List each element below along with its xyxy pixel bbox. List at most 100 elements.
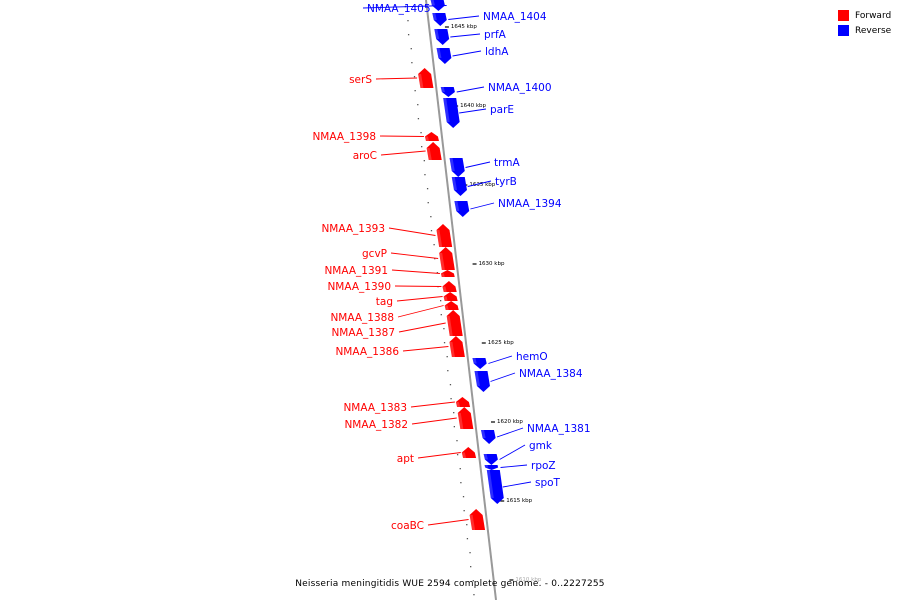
- gene-label: NMAA_1386: [335, 346, 399, 358]
- guide-dot: [453, 412, 455, 414]
- gene-shade: [424, 136, 429, 141]
- guide-dot: [413, 76, 416, 78]
- guide-dot: [407, 20, 409, 22]
- guide-dot: [414, 90, 416, 92]
- gene-connector: [375, 77, 418, 80]
- guide-dot: [434, 258, 436, 260]
- guide-dot: [449, 384, 452, 386]
- legend: Forward Reverse: [838, 8, 891, 38]
- genome-backbone: [425, 0, 497, 600]
- gene-connector: [390, 252, 439, 259]
- guide-dot: [456, 440, 458, 442]
- gene-feature-prfa: [434, 29, 450, 45]
- gene-shade: [484, 465, 489, 468]
- guide-dot: [456, 454, 459, 456]
- gene-label: NMAA_1391: [324, 265, 388, 277]
- gene-shade: [436, 230, 443, 247]
- gene-connector: [450, 33, 481, 38]
- guide-dot: [427, 202, 429, 204]
- gene-connector: [391, 269, 440, 274]
- gene-connector: [470, 202, 495, 210]
- gene-connector: [452, 50, 482, 57]
- gene-label: NMAA_1383: [343, 402, 407, 414]
- gene-shade: [454, 201, 460, 211]
- gene-feature-nmaa_1390: [442, 281, 457, 292]
- gene-label: NMAA_1405: [367, 3, 431, 15]
- gene-shade: [430, 0, 435, 6]
- gene-connector: [502, 481, 532, 488]
- gene-feature-nmaa_1387: [446, 310, 463, 336]
- gene-connector: [459, 108, 487, 114]
- guide-dot: [459, 468, 461, 470]
- gene-label: ldhA: [485, 46, 509, 58]
- gene-shade: [440, 87, 445, 92]
- gene-label: NMAA_1393: [321, 223, 385, 235]
- gene-connector: [467, 180, 492, 187]
- gene-connector: [362, 5, 447, 9]
- gene-connector: [379, 135, 424, 137]
- gene-shade: [418, 74, 424, 88]
- gene-label: NMAA_1381: [527, 423, 591, 435]
- guide-dot: [447, 370, 449, 372]
- gene-connector: [496, 427, 524, 438]
- gene-shade: [432, 13, 437, 20]
- guide-dot: [411, 62, 413, 64]
- gene-feature-tag: [443, 292, 458, 301]
- guide-dot: [470, 566, 472, 568]
- guide-dot: [453, 426, 455, 428]
- gene-shade: [483, 454, 488, 460]
- gene-label: NMAA_1387: [331, 327, 395, 339]
- guide-dot: [417, 118, 420, 120]
- scale-label: 1635 kbp: [469, 182, 495, 188]
- gene-shade: [451, 177, 457, 190]
- guide-dot: [430, 230, 433, 232]
- gene-label: tyrB: [495, 176, 517, 188]
- gene-shade: [426, 148, 432, 160]
- gene-label: NMAA_1400: [488, 82, 552, 94]
- gene-connector: [402, 346, 449, 352]
- guide-dot: [450, 398, 452, 400]
- gene-shade: [436, 48, 442, 58]
- gene-shade: [469, 515, 476, 530]
- scale-label: 1630 kbp: [479, 261, 505, 267]
- guide-dot: [433, 244, 435, 246]
- gene-label: apt: [397, 453, 414, 465]
- gene-shade: [443, 98, 450, 122]
- legend-label-reverse: Reverse: [855, 25, 892, 36]
- gene-label: trmA: [494, 157, 520, 169]
- gene-feature-coabc: [469, 509, 486, 530]
- gene-connector: [465, 161, 491, 168]
- guide-dot: [440, 314, 442, 316]
- guide-dot: [472, 580, 474, 582]
- legend-item-reverse: Reverse: [838, 23, 891, 38]
- guide-dot: [463, 510, 465, 512]
- gene-connector: [490, 372, 516, 382]
- guide-dot: [460, 482, 462, 484]
- gene-feature-nmaa_1398: [424, 132, 439, 141]
- gene-feature-nmaa_1393: [436, 224, 453, 247]
- gene-feature-rpoz: [484, 465, 499, 470]
- guide-dot: [421, 146, 423, 148]
- gene-feature-gcvp: [439, 247, 455, 270]
- guide-dot: [407, 34, 410, 36]
- gene-connector: [448, 15, 480, 20]
- legend-swatch-forward: [838, 10, 849, 21]
- gene-shade: [486, 470, 494, 498]
- gene-shade: [455, 402, 461, 407]
- scale-label: 1610 kbp: [515, 577, 541, 583]
- guide-dot: [440, 300, 442, 302]
- gene-label: rpoZ: [531, 460, 556, 472]
- gene-connector: [499, 444, 526, 460]
- gene-label: parE: [490, 104, 514, 116]
- gene-feature-apt: [461, 447, 477, 458]
- gene-connector: [398, 322, 446, 333]
- scale-label: 1640 kbp: [460, 103, 486, 109]
- gene-connector: [411, 417, 457, 425]
- gene-feature-ldha: [436, 48, 452, 64]
- gene-feature-nmaa_1404: [432, 13, 447, 26]
- gene-feature-aroc: [426, 142, 442, 160]
- gene-connector: [380, 150, 426, 156]
- gene-shade: [474, 371, 480, 386]
- gene-label: coaBC: [391, 520, 424, 532]
- gene-shade: [472, 358, 477, 364]
